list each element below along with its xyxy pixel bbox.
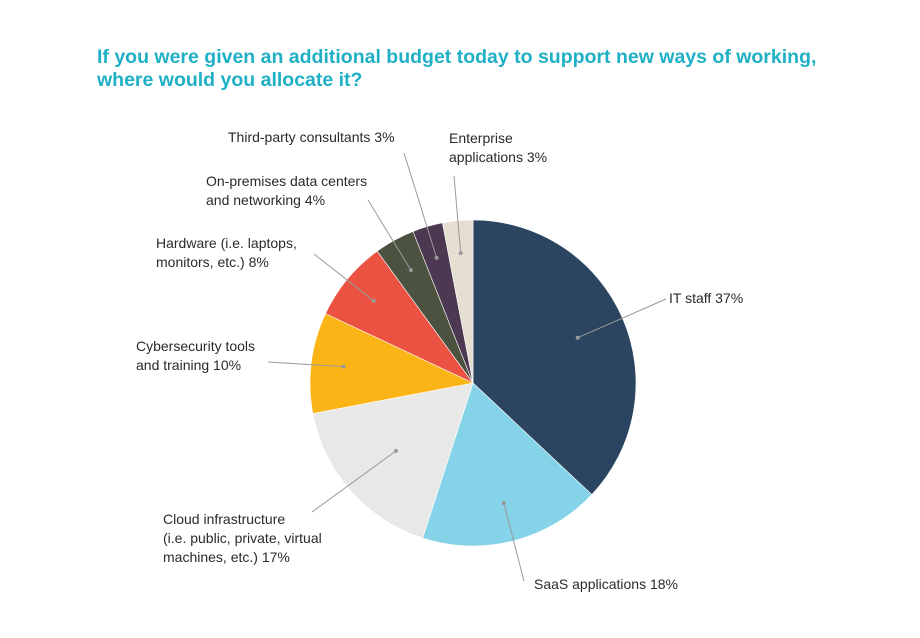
label-cybersecurity-tools: Cybersecurity tools and training 10% — [136, 338, 255, 373]
leader-dot-enterprise-applications — [458, 251, 463, 256]
slice-labels: IT staff 37% SaaS applications 18% Cloud i… — [136, 129, 743, 592]
slice-cloud-infrastructure — [312, 382, 474, 539]
pie-slices — [309, 219, 637, 547]
label-saas-applications: SaaS applications 18% — [534, 576, 678, 592]
leader-lines — [267, 152, 667, 582]
leader-dot-saas-applications — [501, 500, 506, 505]
leader-dot-cybersecurity-tools — [341, 364, 346, 369]
chart-title-line-1: If you were given an additional budget t… — [97, 46, 817, 68]
leader-dot-on-premises-data-centers — [408, 268, 413, 273]
label-line: Cybersecurity tools — [136, 338, 255, 354]
label-hardware: Hardware (i.e. laptops, monitors, etc.) 8… — [156, 235, 297, 270]
leader-line-cybersecurity-tools — [267, 361, 344, 368]
label-line: On-premises data centers — [206, 173, 367, 189]
label-third-party-consultants: Third-party consultants 3% — [228, 129, 395, 145]
label-line: (i.e. public, private, virtual — [163, 530, 322, 546]
label-line: Hardware (i.e. laptops, — [156, 235, 297, 251]
chart-title-line-2: where would you allocate it? — [97, 69, 363, 91]
leader-dot-hardware — [371, 298, 376, 303]
leader-line-hardware — [313, 253, 375, 302]
chart-title: If you were given an additional budget t… — [97, 46, 857, 92]
label-on-premises-data-centers: On-premises data centers and networking 4… — [206, 173, 367, 208]
leader-line-third-party-consultants — [403, 152, 438, 258]
label-line: and networking 4% — [206, 192, 325, 208]
leader-line-enterprise-applications — [453, 175, 462, 254]
label-line: Enterprise — [449, 130, 513, 146]
leader-dot-it-staff — [575, 335, 580, 340]
label-line: Cloud infrastructure — [163, 511, 285, 527]
label-line: applications 3% — [449, 149, 547, 165]
label-cloud-infrastructure: Cloud infrastructure (i.e. public, privat… — [163, 511, 322, 565]
label-line: IT staff 37% — [669, 290, 743, 306]
leader-line-cloud-infrastructure — [311, 450, 397, 513]
leader-dot-cloud-infrastructure — [393, 448, 398, 453]
leader-line-it-staff — [577, 298, 667, 339]
label-line: monitors, etc.) 8% — [156, 254, 269, 270]
slice-cybersecurity-tools — [309, 313, 474, 414]
label-line: machines, etc.) 17% — [163, 549, 290, 565]
leader-dot-third-party-consultants — [434, 255, 439, 260]
label-it-staff: IT staff 37% — [669, 290, 743, 306]
label-enterprise-applications: Enterprise applications 3% — [449, 130, 547, 165]
label-line: SaaS applications 18% — [534, 576, 678, 592]
label-line: Third-party consultants 3% — [228, 129, 395, 145]
label-line: and training 10% — [136, 357, 241, 373]
leader-line-on-premises-data-centers — [367, 199, 412, 271]
leader-line-saas-applications — [503, 502, 525, 582]
